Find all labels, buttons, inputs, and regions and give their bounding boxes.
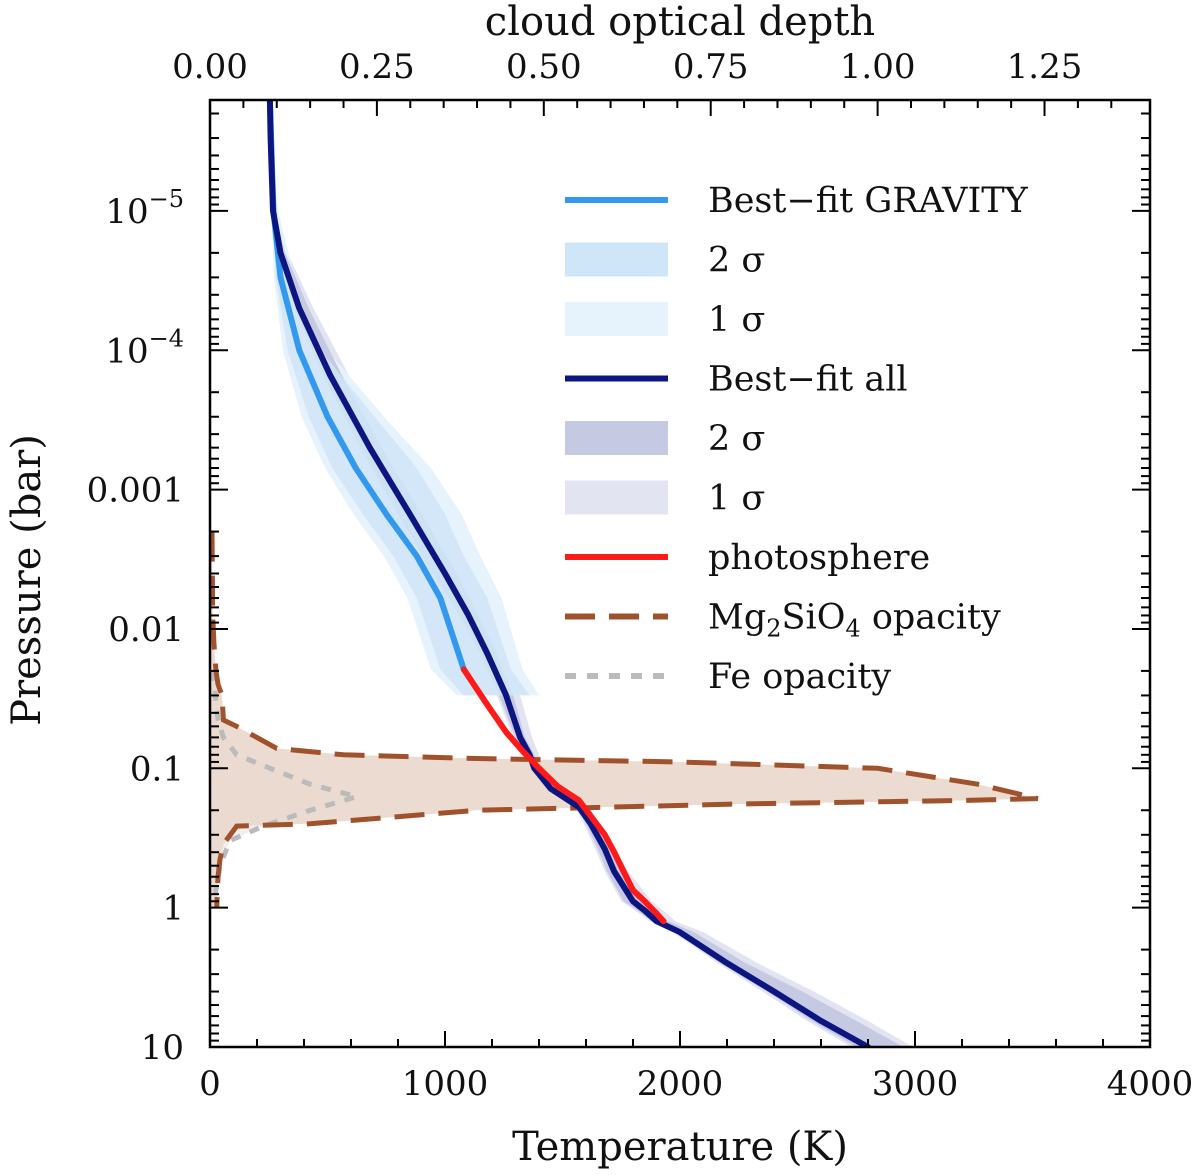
plot-border xyxy=(208,98,1152,1049)
y-tick-label: 1 xyxy=(162,889,184,929)
gravity-1sigma-band xyxy=(269,100,539,696)
y-tick-label: 10 xyxy=(141,1028,184,1068)
x2-tick-label: 0.00 xyxy=(172,47,248,87)
legend: Best−fit GRAVITY 2 σ 1 σ Best−fit all 2 σ 1 σ… xyxy=(565,181,1029,697)
legend-label: 1 σ xyxy=(708,479,765,519)
legend-swatch-box xyxy=(565,421,668,455)
temperature-profiles xyxy=(266,100,871,1047)
y-axis-title: Pressure (bar) xyxy=(4,434,50,726)
x-tick-label: 3000 xyxy=(872,1064,959,1104)
legend-swatch-box xyxy=(565,242,668,277)
legend-label: Fe opacity xyxy=(708,657,891,697)
x-tick-label: 4000 xyxy=(1107,1064,1194,1104)
x-tick-label: 2000 xyxy=(637,1064,724,1104)
legend-label: Mg2SiO4 opacity xyxy=(708,598,1001,643)
legend-swatch-box xyxy=(565,302,668,336)
y-tick-label: 10−5 xyxy=(105,185,184,232)
legend-swatch-box xyxy=(565,480,668,515)
legend-label: 1 σ xyxy=(708,300,765,340)
legend-label: 2 σ xyxy=(708,241,765,281)
photosphere-line xyxy=(460,666,667,925)
y-tick-label: 0.001 xyxy=(87,471,184,511)
x2-tick-label: 0.50 xyxy=(506,47,582,87)
x2-tick-label: 0.75 xyxy=(673,47,749,87)
x-tick-label: 0 xyxy=(199,1064,221,1104)
x-tick-label: 1000 xyxy=(402,1064,489,1104)
y-tick-label: 0.01 xyxy=(108,610,184,650)
x-axis-title: Temperature (K) xyxy=(512,1124,848,1170)
x2-tick-label: 1.25 xyxy=(1007,47,1083,87)
x2-axis-title: cloud optical depth xyxy=(485,0,875,45)
mg2sio4-opacity-line xyxy=(210,531,1039,908)
legend-label: 2 σ xyxy=(708,419,765,459)
legend-label: photosphere xyxy=(708,538,930,578)
cloud-opacity-profiles xyxy=(210,531,1039,908)
axis-tick-labels: 0 1000 2000 3000 4000 0.00 0.25 0.50 0.75 1.00 1.2… xyxy=(87,47,1194,1104)
legend-label: Best−fit all xyxy=(708,360,908,400)
y-tick-label: 10−4 xyxy=(105,324,184,371)
legend-label: Best−fit GRAVITY xyxy=(708,181,1029,221)
y-tick-label: 0.1 xyxy=(130,749,184,789)
plot-frame xyxy=(208,98,1152,1049)
fe-opacity-line xyxy=(210,670,367,895)
axis-ticks xyxy=(209,100,1151,1048)
x2-tick-label: 0.25 xyxy=(339,47,415,87)
mg2sio4-opacity-fill xyxy=(210,531,1038,908)
x2-tick-label: 1.00 xyxy=(840,47,916,87)
